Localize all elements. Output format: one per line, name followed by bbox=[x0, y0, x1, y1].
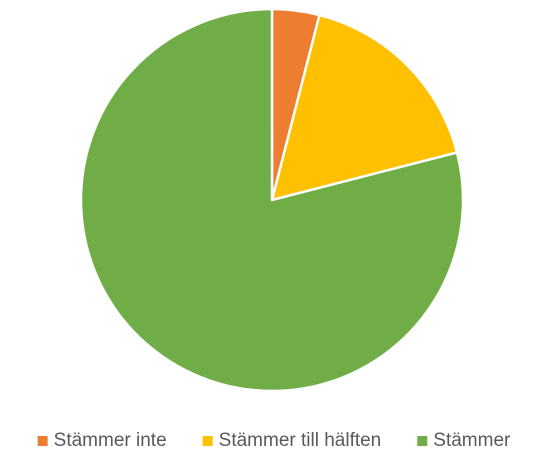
pie-slice bbox=[270, 13, 459, 202]
legend-swatch bbox=[202, 436, 213, 446]
legend-swatch bbox=[37, 436, 48, 446]
pie-slice bbox=[79, 7, 465, 393]
legend-label: Stämmer bbox=[433, 430, 511, 451]
legend-label: Stämmer inte bbox=[54, 430, 167, 451]
legend-label: Stämmer till hälften bbox=[219, 430, 382, 451]
legend-swatch bbox=[417, 436, 428, 446]
